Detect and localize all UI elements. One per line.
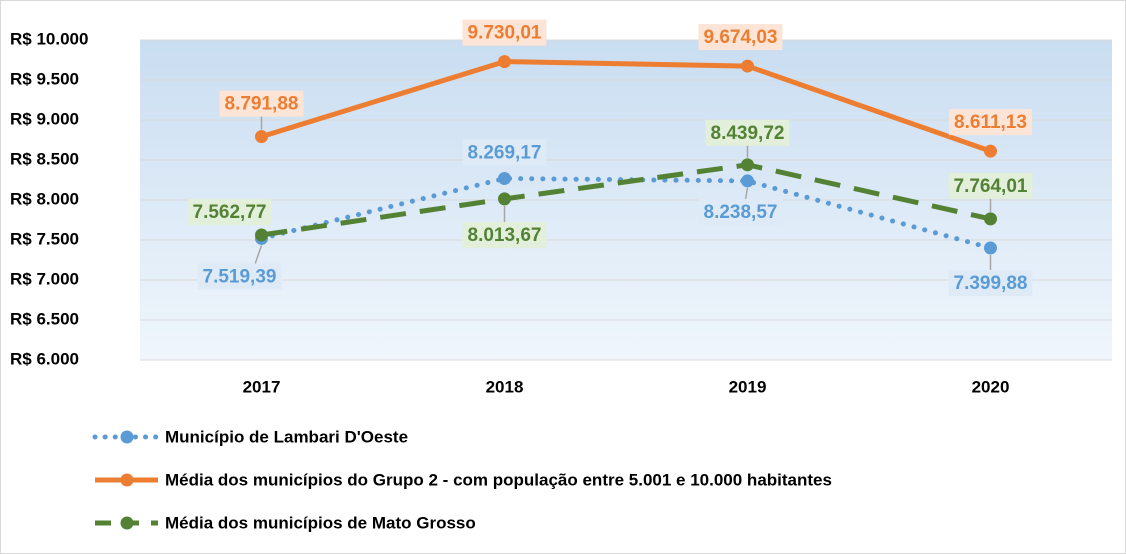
data-point bbox=[498, 192, 511, 206]
data-point bbox=[984, 144, 997, 158]
legend-marker bbox=[120, 516, 134, 530]
legend-marker bbox=[120, 473, 134, 487]
data-point bbox=[984, 212, 997, 226]
data-point bbox=[498, 55, 511, 69]
label-bg bbox=[197, 263, 282, 290]
legend-label: Média dos municípios de Mato Grosso bbox=[165, 513, 476, 532]
label-bg bbox=[698, 24, 783, 51]
x-tick-label: 2018 bbox=[486, 377, 524, 396]
y-tick-label: R$ 9.500 bbox=[10, 69, 79, 88]
legend-label: Município de Lambari D'Oeste bbox=[165, 427, 408, 446]
data-label: 8.269,17 bbox=[468, 142, 542, 163]
y-tick-label: R$ 7.500 bbox=[10, 229, 79, 248]
data-point bbox=[255, 228, 268, 242]
data-label: 9.730,01 bbox=[468, 23, 542, 44]
x-tick-label: 2020 bbox=[972, 377, 1010, 396]
data-label: 7.562,77 bbox=[193, 202, 267, 223]
data-label: 7.519,39 bbox=[203, 266, 277, 287]
series-line bbox=[259, 175, 993, 251]
data-label: 7.764,01 bbox=[954, 176, 1028, 197]
label-bg bbox=[949, 109, 1032, 136]
label-bg bbox=[462, 19, 547, 46]
data-label: 8.611,13 bbox=[954, 112, 1027, 133]
legend-label: Média dos municípios do Grupo 2 - com po… bbox=[165, 470, 832, 489]
label-bg bbox=[462, 139, 547, 166]
data-label: 8.013,67 bbox=[468, 225, 542, 246]
y-tick-label: R$ 8.500 bbox=[10, 149, 79, 168]
data-point bbox=[741, 158, 754, 172]
data-point bbox=[741, 59, 754, 73]
data-point bbox=[741, 174, 754, 188]
x-tick-label: 2019 bbox=[729, 377, 767, 396]
series-line bbox=[261, 162, 992, 238]
data-point bbox=[255, 130, 268, 144]
legend-marker bbox=[120, 430, 134, 444]
data-label: 7.399,88 bbox=[954, 273, 1028, 294]
data-label: 8.791,88 bbox=[225, 94, 299, 115]
label-bg bbox=[462, 221, 547, 248]
y-tick-label: R$ 7.000 bbox=[10, 269, 79, 288]
label-bg bbox=[705, 119, 790, 146]
label-bg bbox=[948, 270, 1033, 297]
series-line bbox=[260, 59, 992, 154]
label-bg bbox=[948, 172, 1033, 199]
y-tick-label: R$ 8.000 bbox=[10, 189, 79, 208]
y-tick-label: R$ 6.000 bbox=[10, 349, 79, 368]
label-bg bbox=[698, 198, 783, 225]
leader-line bbox=[254, 245, 263, 265]
label-bg bbox=[219, 90, 304, 117]
data-point bbox=[984, 241, 997, 255]
label-bg bbox=[187, 198, 272, 225]
leader-line bbox=[744, 187, 749, 201]
data-point bbox=[498, 171, 511, 185]
y-tick-label: R$ 10.000 bbox=[10, 29, 88, 48]
data-label: 8.238,57 bbox=[704, 202, 778, 223]
data-label: 8.439,72 bbox=[711, 123, 785, 144]
y-tick-label: R$ 9.000 bbox=[10, 109, 79, 128]
x-tick-label: 2017 bbox=[243, 377, 281, 396]
y-tick-label: R$ 6.500 bbox=[10, 309, 79, 328]
data-label: 9.674,03 bbox=[704, 27, 778, 48]
